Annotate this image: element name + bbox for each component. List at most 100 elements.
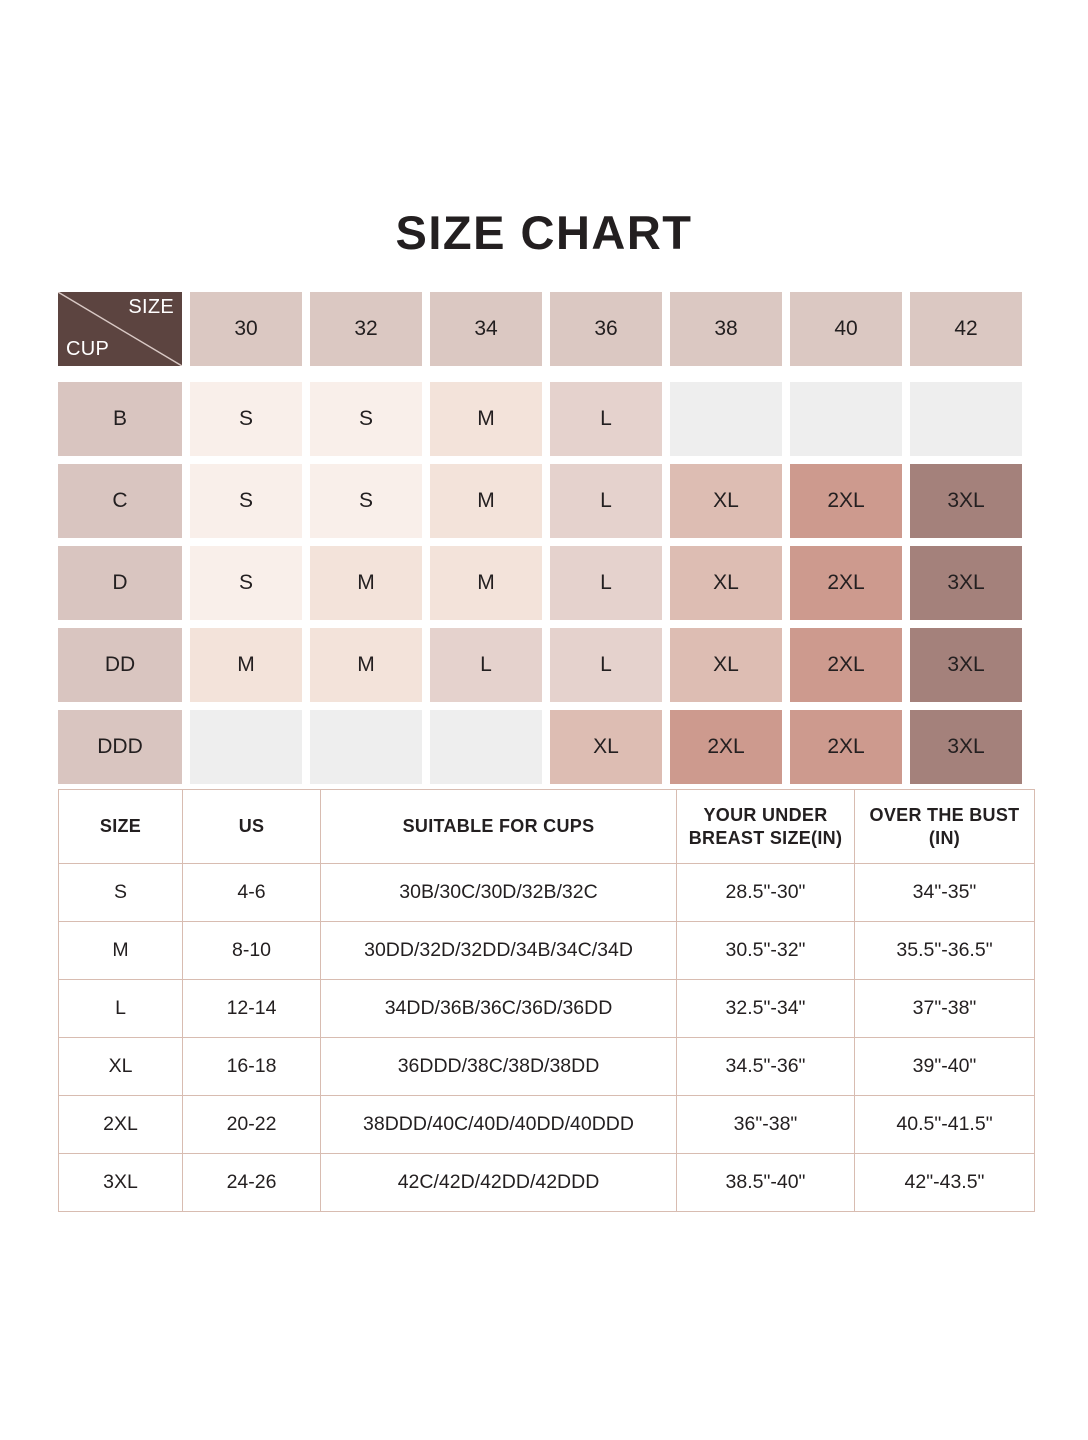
cell-size: S (58, 863, 183, 922)
matrix-cell-C38: XL (670, 464, 782, 538)
cell-over: 42"-43.5" (854, 1153, 1035, 1212)
matrix-cell-empty-DDD30 (190, 710, 302, 784)
matrix-cell-DDD36: XL (550, 710, 662, 784)
matrix-cell-DDD40: 2XL (790, 710, 902, 784)
band-size-header-30: 30 (190, 292, 302, 366)
cell-us: 20-22 (182, 1095, 321, 1154)
matrix-cell-C34: M (430, 464, 542, 538)
matrix-cell-empty-B42 (910, 382, 1022, 456)
cell-size: 2XL (58, 1095, 183, 1154)
table-row: 2XL 20-22 38DDD/40C/40D/40DD/40DDD 36"-38" 4… (58, 1095, 1035, 1154)
cell-us: 24-26 (182, 1153, 321, 1212)
matrix-cell-DD36: L (550, 628, 662, 702)
table-row: 3XL 24-26 42C/42D/42DD/42DDD 38.5"-40" 42"-4… (58, 1153, 1035, 1212)
matrix-cell-D40: 2XL (790, 546, 902, 620)
band-size-header-34: 34 (430, 292, 542, 366)
cell-us: 4-6 (182, 863, 321, 922)
table-row: L 12-14 34DD/36B/36C/36D/36DD 32.5"-34" 37"-… (58, 979, 1035, 1038)
cell-over: 34"-35" (854, 863, 1035, 922)
matrix-cell-empty-DDD32 (310, 710, 422, 784)
table-row: S 4-6 30B/30C/30D/32B/32C 28.5"-30" 34"-35" (58, 863, 1035, 922)
matrix-cell-C42: 3XL (910, 464, 1022, 538)
matrix-cell-D36: L (550, 546, 662, 620)
cell-size: XL (58, 1037, 183, 1096)
matrix-corner-header: SIZE CUP (58, 292, 182, 366)
cell-us: 12-14 (182, 979, 321, 1038)
header-over-bust: OVER THE BUST (IN) (854, 789, 1035, 864)
matrix-row: DDD XL 2XL 2XL 3XL (58, 710, 1034, 784)
size-reference-table: SIZE US SUITABLE FOR CUPS YOUR UNDER BRE… (58, 789, 1035, 1212)
cell-under: 34.5"-36" (676, 1037, 855, 1096)
matrix-cell-C40: 2XL (790, 464, 902, 538)
matrix-cell-DDD38: 2XL (670, 710, 782, 784)
cell-under: 32.5"-34" (676, 979, 855, 1038)
table-row: M 8-10 30DD/32D/32DD/34B/34C/34D 30.5"-32" 3… (58, 921, 1035, 980)
table-header-row: SIZE US SUITABLE FOR CUPS YOUR UNDER BRE… (58, 789, 1035, 864)
matrix-cell-empty-B38 (670, 382, 782, 456)
table-head: SIZE US SUITABLE FOR CUPS YOUR UNDER BRE… (58, 789, 1035, 864)
header-us: US (182, 789, 321, 864)
cell-cups: 42C/42D/42DD/42DDD (320, 1153, 677, 1212)
header-under-breast: YOUR UNDER BREAST SIZE(IN) (676, 789, 855, 864)
matrix-header-row: SIZE CUP 30 32 34 36 38 40 42 (58, 292, 1034, 366)
matrix-cell-DD42: 3XL (910, 628, 1022, 702)
matrix-cell-B32: S (310, 382, 422, 456)
matrix-cell-DD34: L (430, 628, 542, 702)
matrix-cell-DD32: M (310, 628, 422, 702)
matrix-body: B S S M L C S S M L XL 2XL 3XL D S M M L XL 2XL 3XL DD M M L L XL 2… (58, 382, 1034, 784)
matrix-cell-C36: L (550, 464, 662, 538)
cell-cups: 38DDD/40C/40D/40DD/40DDD (320, 1095, 677, 1154)
matrix-row: D S M M L XL 2XL 3XL (58, 546, 1034, 620)
cup-label-DD: DD (58, 628, 182, 702)
matrix-cell-C30: S (190, 464, 302, 538)
matrix-cell-DD40: 2XL (790, 628, 902, 702)
cell-over: 35.5"-36.5" (854, 921, 1035, 980)
cup-label-DDD: DDD (58, 710, 182, 784)
matrix-cell-D30: S (190, 546, 302, 620)
matrix-cell-empty-B40 (790, 382, 902, 456)
cell-cups: 30B/30C/30D/32B/32C (320, 863, 677, 922)
cell-over: 37"-38" (854, 979, 1035, 1038)
matrix-row: C S S M L XL 2XL 3XL (58, 464, 1034, 538)
page-title: SIZE CHART (395, 206, 693, 259)
band-size-header-40: 40 (790, 292, 902, 366)
matrix-cell-D32: M (310, 546, 422, 620)
matrix-cell-B36: L (550, 382, 662, 456)
cell-us: 8-10 (182, 921, 321, 980)
cell-under: 30.5"-32" (676, 921, 855, 980)
cup-label-D: D (58, 546, 182, 620)
matrix-cell-empty-DDD34 (430, 710, 542, 784)
table-row: XL 16-18 36DDD/38C/38D/38DD 34.5"-36" 39"-40… (58, 1037, 1035, 1096)
matrix-cell-DDD42: 3XL (910, 710, 1022, 784)
cell-cups: 36DDD/38C/38D/38DD (320, 1037, 677, 1096)
matrix-cell-D38: XL (670, 546, 782, 620)
cell-us: 16-18 (182, 1037, 321, 1096)
matrix-cell-D34: M (430, 546, 542, 620)
cell-cups: 34DD/36B/36C/36D/36DD (320, 979, 677, 1038)
cell-size: 3XL (58, 1153, 183, 1212)
cell-under: 36"-38" (676, 1095, 855, 1154)
cell-size: L (58, 979, 183, 1038)
matrix-cell-D42: 3XL (910, 546, 1022, 620)
diagonal-divider-icon (58, 292, 182, 366)
band-size-header-38: 38 (670, 292, 782, 366)
cup-label-B: B (58, 382, 182, 456)
cell-over: 39"-40" (854, 1037, 1035, 1096)
cell-cups: 30DD/32D/32DD/34B/34C/34D (320, 921, 677, 980)
matrix-cell-DD38: XL (670, 628, 782, 702)
matrix-cell-C32: S (310, 464, 422, 538)
table-body: S 4-6 30B/30C/30D/32B/32C 28.5"-30" 34"-35" M… (58, 863, 1035, 1212)
band-size-header-32: 32 (310, 292, 422, 366)
header-size: SIZE (58, 789, 183, 864)
matrix-cell-DD30: M (190, 628, 302, 702)
cell-under: 38.5"-40" (676, 1153, 855, 1212)
band-size-header-36: 36 (550, 292, 662, 366)
matrix-row: DD M M L L XL 2XL 3XL (58, 628, 1034, 702)
corner-size-label: SIZE (128, 296, 174, 318)
cell-size: M (58, 921, 183, 980)
matrix-cell-B34: M (430, 382, 542, 456)
corner-cup-label: CUP (66, 338, 110, 360)
